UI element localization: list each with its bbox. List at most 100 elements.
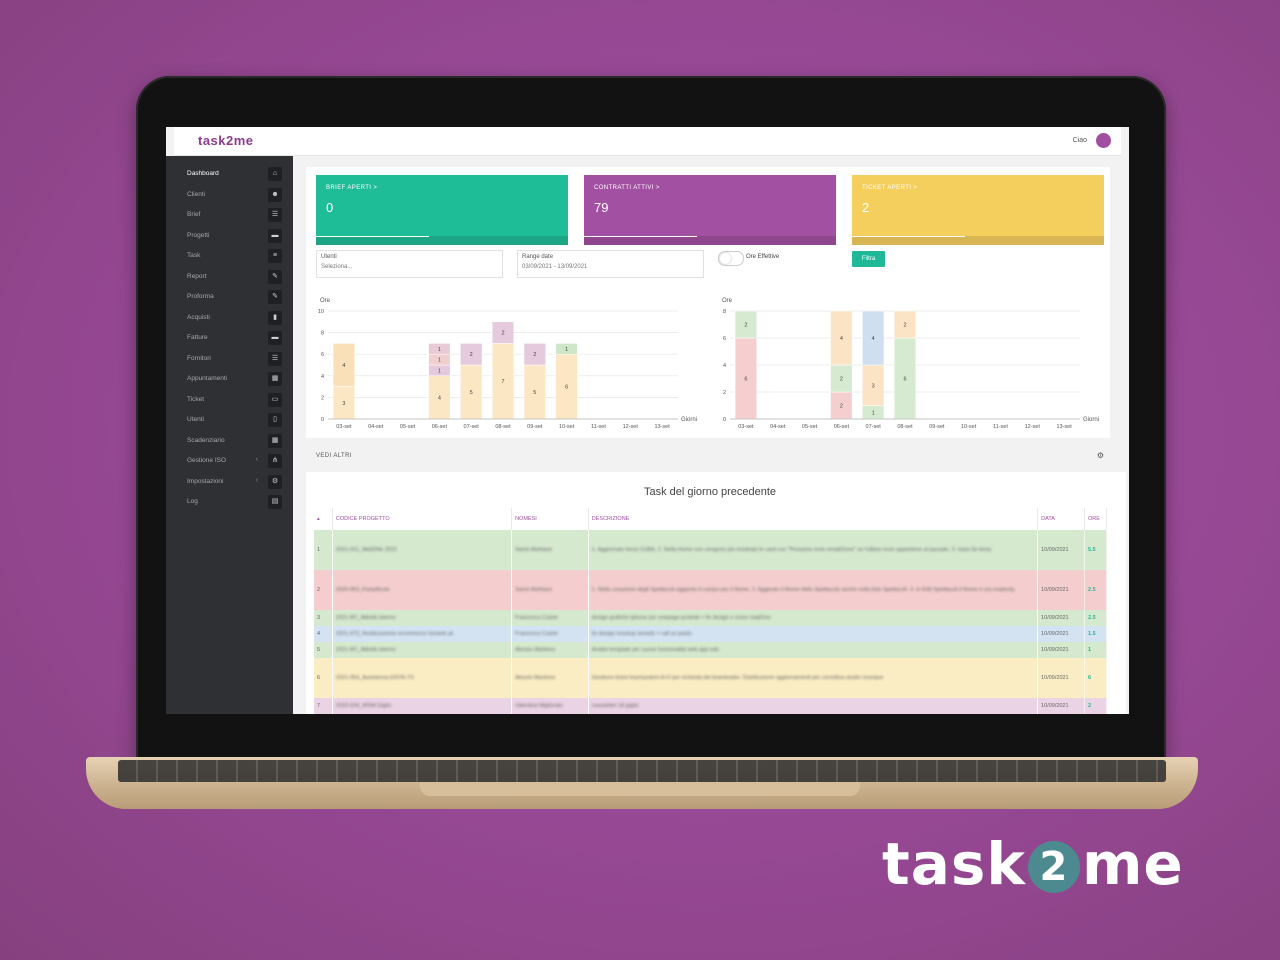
sidebar-item-report[interactable]: Report ✎ — [166, 267, 284, 287]
x-tick-label: 03-set — [336, 424, 352, 430]
sidebar-item-label: Brief — [187, 211, 201, 218]
table-header-descrizione[interactable]: DESCRIZIONE — [588, 508, 1039, 530]
sidebar-item-progetti[interactable]: Progetti ▬ — [166, 226, 284, 246]
table-icon: ☰ — [268, 351, 282, 366]
table-row[interactable]: 6 2021-054_Assistenza ENYA-TS Alessio Mart… — [314, 658, 1108, 698]
cell-nomesi: Valentina Migliorato — [511, 698, 589, 714]
sidebar-item-task[interactable]: Task ≡ — [166, 246, 284, 266]
sidebar-item-gestione-iso[interactable]: Gestione ISO ‹ ⋔ — [166, 451, 284, 471]
app-screen: task2me Ciao Dashboard ⌂ Clienti ☻ Brief ☰ Pro… — [166, 127, 1129, 714]
list-icon: ☰ — [268, 208, 282, 222]
brand-logo-two: 2 — [1027, 841, 1080, 893]
filtra-button[interactable]: Filtra — [852, 251, 885, 267]
sidebar-item-label: Dashboard — [187, 170, 219, 177]
utenti-select[interactable]: Utenti Seleziona... — [316, 250, 503, 278]
data-label: 5 — [533, 390, 536, 396]
edit-icon: ✎ — [268, 290, 282, 304]
data-label: 1 — [872, 410, 875, 416]
sidebar-item-clienti[interactable]: Clienti ☻ — [166, 185, 284, 205]
bar-segment — [862, 310, 885, 366]
cell-data: 10/09/2021 — [1037, 610, 1085, 626]
x-tick-label: 06-set — [432, 424, 448, 430]
sidebar-item-label: Report — [187, 272, 207, 280]
cell-row-number: 4 — [314, 626, 333, 642]
greeting: Ciao — [1072, 137, 1087, 144]
table-row[interactable]: 1 2021-021_MailZMe 2021 Samir Alshbani 1. A… — [314, 530, 1108, 570]
x-tick-label: 09-set — [527, 424, 543, 430]
cell-ore: 6 — [1084, 658, 1108, 698]
x-tick-label: 07-set — [866, 424, 882, 430]
cell-ore: 2.5 — [1084, 570, 1108, 610]
sidebar-item-label: Impostazioni — [187, 477, 224, 485]
card-ticket-aperti[interactable]: TICKET APERTI > 2 — [852, 175, 1104, 245]
sidebar-item-label: Progetti — [187, 231, 210, 239]
y-tick-label: 6 — [723, 336, 726, 342]
y-tick-label: 0 — [321, 417, 324, 423]
card-brief-aperti[interactable]: BRIEF APERTI > 0 — [316, 175, 568, 245]
sidebar-item-impostazioni[interactable]: Impostazioni ‹ ⚙ — [166, 472, 284, 492]
card-progress — [584, 236, 836, 245]
home-icon: ⌂ — [268, 167, 282, 181]
table-row[interactable]: 5 2021-M7_Attività interne Alessio Martine… — [314, 642, 1108, 658]
table-row[interactable]: 3 2021-M7_Attività interne Francesco Caiol… — [314, 610, 1108, 626]
ticket-icon: ▭ — [268, 392, 282, 407]
data-label: 2 — [501, 331, 504, 337]
data-label: 4 — [872, 336, 875, 342]
sidebar-item-utenti[interactable]: Utenti ▯ — [166, 410, 284, 430]
data-label: 2 — [533, 352, 536, 358]
sidebar-item-fornitori[interactable]: Fornitori ☰ — [166, 349, 284, 369]
users-icon: ☻ — [268, 187, 282, 202]
settings-icon[interactable]: ⚙ — [1096, 451, 1104, 460]
ore-effettive-toggle[interactable] — [718, 251, 744, 266]
user-icon: ▯ — [268, 413, 282, 427]
range-date-field[interactable]: Range date 03/09/2021 - 13/09/2021 — [517, 250, 704, 278]
app-logo[interactable]: task2me — [198, 133, 254, 148]
data-label: 1 — [438, 358, 441, 364]
sidebar-item-brief[interactable]: Brief ☰ — [166, 205, 284, 225]
card-title: BRIEF APERTI > — [326, 185, 378, 191]
cell-descrizione: design grafiche iphone per onepage prodo… — [588, 610, 1039, 626]
sidebar-item-dashboard[interactable]: Dashboard ⌂ — [166, 164, 284, 184]
cell-row-number: 2 — [314, 570, 333, 610]
data-label: 6 — [744, 377, 747, 383]
sidebar-item-fatture[interactable]: Fatture ▬ — [166, 328, 284, 348]
table-row[interactable]: 7 2020-034_WSM Giglio Valentina Migliorato… — [314, 698, 1108, 714]
data-label: 7 — [501, 379, 504, 385]
sidebar-item-appuntamenti[interactable]: Appuntamenti ▦ — [166, 369, 284, 389]
cell-ore: 1 — [1084, 642, 1108, 658]
data-label: 3 — [872, 383, 875, 389]
table-header-codice[interactable]: CODICE PROGETTO — [332, 508, 513, 530]
y-tick-label: 8 — [723, 309, 726, 315]
sidebar-item-log[interactable]: Log ▤ — [166, 492, 284, 512]
sidebar-item-proforma[interactable]: Proforma ✎ — [166, 287, 284, 307]
cell-data: 10/09/2021 — [1037, 658, 1085, 698]
table-header-ore[interactable]: ORE — [1084, 508, 1108, 530]
task-table-panel: Task del giorno precedente ▴ CODICE PROG… — [306, 472, 1126, 714]
sidebar-item-label: Gestione ISO — [187, 457, 227, 464]
sidebar-item-label: Log — [187, 498, 198, 505]
brand-logo-part2: me — [1081, 830, 1184, 898]
chevron-left-icon: ‹ — [255, 476, 258, 484]
table-header-sort[interactable]: ▴ — [314, 508, 333, 530]
table-header-data[interactable]: DATA — [1037, 508, 1085, 530]
table-row[interactable]: 4 2021-072_Realizzazione ecommerce Ismari… — [314, 626, 1108, 642]
sidebar-item-ticket[interactable]: Ticket ▭ — [166, 390, 284, 410]
card-contratti-attivi[interactable]: CONTRATTI ATTIVI > 79 — [584, 175, 836, 245]
table-row[interactable]: 2 2020-063_PartyMovie Samir Alshbani 1. Nel… — [314, 570, 1108, 610]
vedi-altri-link[interactable]: VEDI ALTRI — [316, 453, 352, 459]
calendar-icon: ▦ — [268, 433, 282, 448]
bar-segment — [555, 343, 578, 355]
data-label: 2 — [840, 377, 843, 383]
y-axis-label: Ore — [722, 298, 733, 304]
y-tick-label: 10 — [318, 309, 324, 315]
vedi-altri-bar: VEDI ALTRI ⚙ — [306, 443, 1110, 470]
y-tick-label: 0 — [723, 417, 726, 423]
sidebar-item-label: Proforma — [187, 293, 214, 300]
table-header-nomesi[interactable]: NOMESI — [511, 508, 589, 530]
ore-effettive-label: Ore Effettive — [746, 254, 780, 260]
sidebar-item-scadenziario[interactable]: Scadenziario ▦ — [166, 431, 284, 451]
sidebar-item-acquisti[interactable]: Acquisti ▮ — [166, 308, 284, 328]
card-value: 0 — [326, 200, 334, 215]
user-avatar[interactable] — [1096, 133, 1111, 148]
cell-codice-progetto: 2021-M7_Attività interne — [332, 642, 513, 658]
